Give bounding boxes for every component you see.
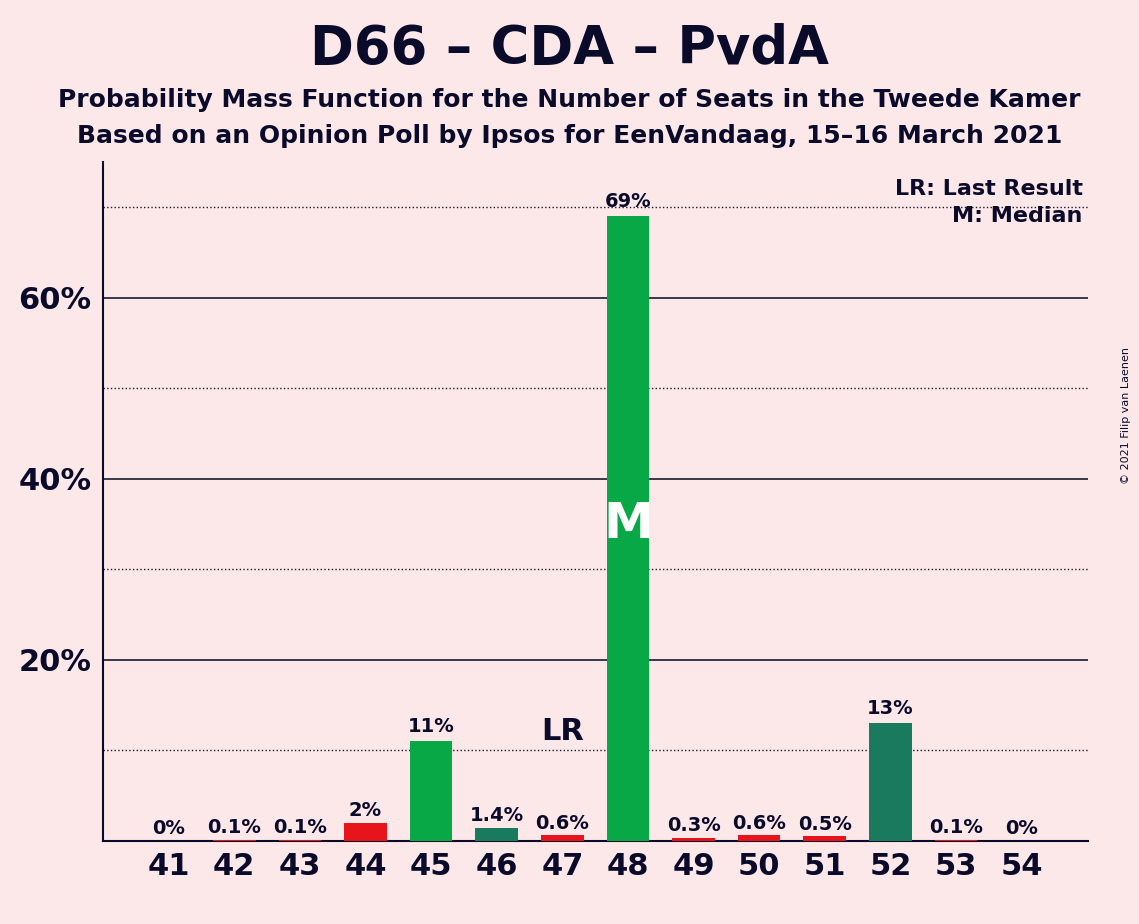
Text: © 2021 Filip van Laenen: © 2021 Filip van Laenen xyxy=(1121,347,1131,484)
Text: M: Median: M: Median xyxy=(952,206,1083,225)
Bar xyxy=(869,723,911,841)
Text: 13%: 13% xyxy=(867,699,913,718)
Text: LR: LR xyxy=(541,717,584,746)
Text: 0%: 0% xyxy=(153,819,185,838)
Text: 0.6%: 0.6% xyxy=(732,814,786,833)
Text: M: M xyxy=(603,500,653,548)
Text: LR: Last Result: LR: Last Result xyxy=(895,178,1083,199)
Text: D66 – CDA – PvdA: D66 – CDA – PvdA xyxy=(310,23,829,75)
Bar xyxy=(803,836,846,841)
Text: 0.6%: 0.6% xyxy=(535,814,589,833)
Bar xyxy=(410,741,452,841)
Text: 0%: 0% xyxy=(1006,819,1038,838)
Text: 2%: 2% xyxy=(349,801,382,820)
Bar xyxy=(672,838,715,841)
Bar xyxy=(344,822,387,841)
Text: 0.3%: 0.3% xyxy=(666,817,721,835)
Text: Based on an Opinion Poll by Ipsos for EenVandaag, 15–16 March 2021: Based on an Opinion Poll by Ipsos for Ee… xyxy=(76,124,1063,148)
Text: 0.1%: 0.1% xyxy=(929,819,983,837)
Text: 69%: 69% xyxy=(605,191,652,211)
Text: 0.1%: 0.1% xyxy=(207,819,261,837)
Bar xyxy=(738,835,780,841)
Text: 11%: 11% xyxy=(408,717,454,736)
Bar xyxy=(607,216,649,841)
Text: 0.5%: 0.5% xyxy=(797,815,852,833)
Text: Probability Mass Function for the Number of Seats in the Tweede Kamer: Probability Mass Function for the Number… xyxy=(58,88,1081,112)
Bar xyxy=(475,828,518,841)
Bar xyxy=(541,835,583,841)
Text: 0.1%: 0.1% xyxy=(273,819,327,837)
Text: 1.4%: 1.4% xyxy=(469,807,524,825)
